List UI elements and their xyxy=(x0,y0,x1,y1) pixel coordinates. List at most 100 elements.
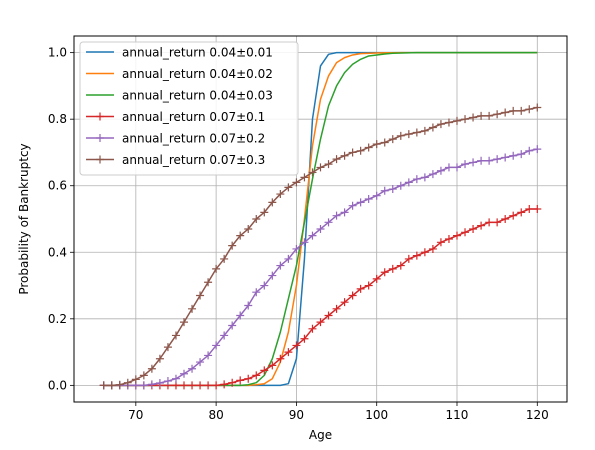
data-point xyxy=(517,150,526,159)
data-point xyxy=(236,231,245,240)
data-point xyxy=(131,375,140,384)
data-point xyxy=(196,381,205,390)
data-point xyxy=(99,381,108,390)
data-point xyxy=(284,348,293,357)
data-point xyxy=(525,105,534,114)
data-point xyxy=(340,298,349,307)
legend-item: annual_return 0.04±0.02 xyxy=(86,67,273,81)
data-point xyxy=(212,341,221,350)
data-point xyxy=(300,334,309,343)
data-point xyxy=(252,371,261,380)
data-point xyxy=(469,224,478,233)
data-point xyxy=(380,186,389,195)
data-point xyxy=(163,343,172,352)
legend-label: annual_return 0.07±0.3 xyxy=(122,153,265,167)
data-point xyxy=(420,126,429,135)
data-point xyxy=(372,274,381,283)
data-point xyxy=(252,288,261,297)
data-point xyxy=(533,205,542,214)
legend-label: annual_return 0.07±0.1 xyxy=(122,110,265,124)
data-point xyxy=(260,208,269,217)
data-point xyxy=(501,215,510,223)
y-tick-label: 0.6 xyxy=(48,179,67,193)
series-4 xyxy=(99,145,542,390)
data-point xyxy=(396,261,405,270)
data-point xyxy=(236,376,245,385)
data-point xyxy=(316,318,325,327)
data-point xyxy=(428,244,437,253)
data-point xyxy=(340,208,349,217)
series-line xyxy=(103,51,538,387)
data-point xyxy=(324,160,333,169)
data-point xyxy=(412,128,421,137)
plot-frame xyxy=(73,35,568,403)
data-point xyxy=(292,244,301,253)
data-point xyxy=(461,160,470,169)
data-point xyxy=(428,170,437,179)
data-point xyxy=(228,321,237,330)
series-line xyxy=(103,51,538,387)
data-point xyxy=(236,311,245,320)
data-point xyxy=(412,175,421,184)
data-point xyxy=(252,215,261,223)
series-line xyxy=(103,51,538,387)
data-point xyxy=(300,173,309,182)
data-point xyxy=(356,284,365,293)
data-point xyxy=(212,381,221,390)
data-point xyxy=(364,195,373,204)
data-point xyxy=(115,380,124,389)
data-point xyxy=(501,153,510,162)
data-point xyxy=(147,364,156,373)
y-tick-label: 0.8 xyxy=(48,112,67,126)
series-5 xyxy=(99,103,542,390)
data-point xyxy=(477,111,486,120)
legend-item: annual_return 0.07±0.2 xyxy=(86,132,265,146)
data-point xyxy=(244,301,253,310)
axis-ticks: 70 80 90 100 110 120 0.0 0.2 0.4 0.6 0.8 1.0 xyxy=(48,46,549,422)
data-point xyxy=(436,166,445,175)
data-point xyxy=(461,228,470,237)
data-point xyxy=(469,113,478,122)
data-point xyxy=(204,278,213,287)
data-point xyxy=(364,281,373,290)
data-point xyxy=(396,181,405,190)
data-point xyxy=(308,324,317,333)
data-point xyxy=(284,254,293,263)
data-point xyxy=(380,268,389,277)
data-point xyxy=(348,201,357,210)
data-point xyxy=(452,116,461,125)
data-point xyxy=(477,221,486,230)
data-point xyxy=(509,151,518,160)
data-point xyxy=(372,140,381,149)
data-point xyxy=(260,366,269,375)
data-point xyxy=(204,381,213,390)
data-point xyxy=(308,231,317,240)
series-1 xyxy=(103,51,538,387)
data-point xyxy=(107,381,116,390)
x-tick-label: 80 xyxy=(208,408,223,422)
data-point xyxy=(493,155,502,164)
data-point xyxy=(268,271,277,280)
data-point xyxy=(188,364,197,373)
data-point xyxy=(477,156,486,165)
legend-label: annual_return 0.04±0.02 xyxy=(122,67,273,81)
data-point xyxy=(180,381,189,390)
x-tick-label: 100 xyxy=(365,408,388,422)
data-point xyxy=(404,130,413,139)
data-point xyxy=(324,311,333,320)
data-point xyxy=(396,131,405,140)
data-point xyxy=(493,218,502,227)
data-point xyxy=(388,264,397,273)
data-point xyxy=(139,381,148,390)
data-point xyxy=(316,163,325,172)
legend-item: annual_return 0.07±0.1 xyxy=(86,110,265,124)
data-point xyxy=(308,168,317,177)
y-axis-label: Probability of Bankruptcy xyxy=(17,143,31,294)
data-point xyxy=(139,371,148,380)
data-point xyxy=(436,120,445,129)
data-point xyxy=(509,106,518,115)
data-point xyxy=(420,248,429,257)
data-point xyxy=(188,381,197,390)
data-point xyxy=(444,234,453,243)
